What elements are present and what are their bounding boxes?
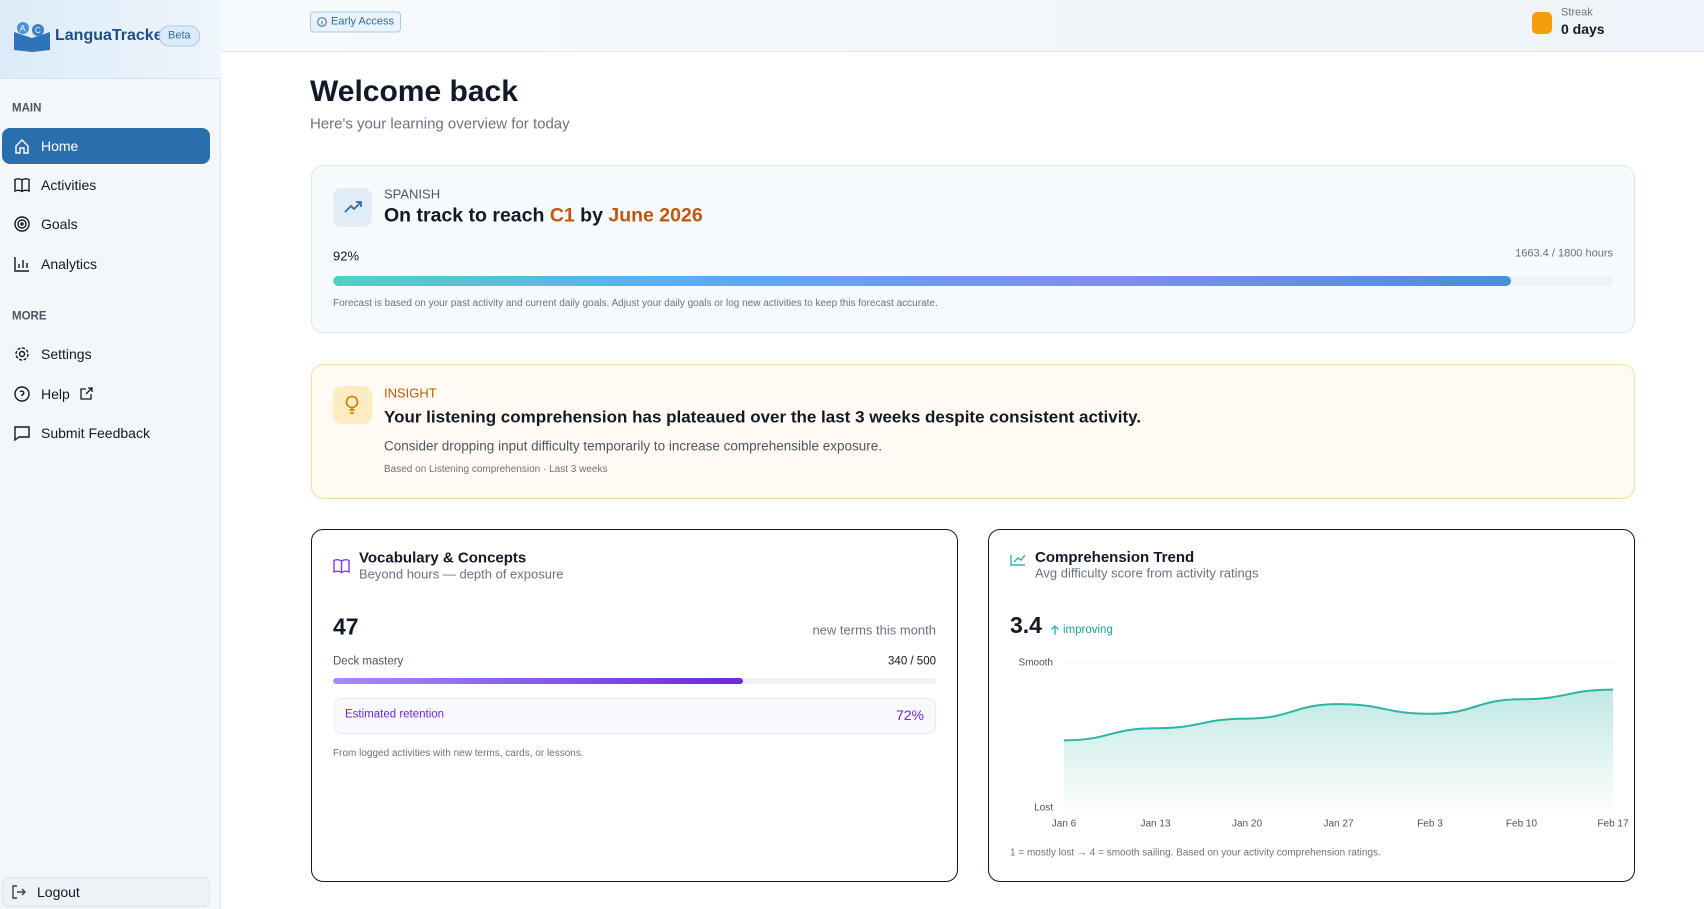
section-title: MAIN: [12, 102, 42, 115]
x-tick-label: Jan 20: [1232, 819, 1262, 830]
headline-text: by: [580, 204, 603, 227]
x-tick-label: Feb 3: [1417, 819, 1443, 830]
retention-box: [334, 698, 936, 734]
nav-item[interactable]: Home: [41, 138, 79, 154]
icon: [15, 347, 29, 361]
forecast-track: [333, 276, 1613, 286]
svg-text:A: A: [20, 24, 26, 33]
beta-badge: Beta: [159, 25, 200, 47]
headline-level: C1: [549, 204, 575, 227]
x-tick-label: Feb 17: [1597, 819, 1629, 830]
trend-arrow: [1051, 625, 1059, 635]
external-icon: [80, 387, 93, 400]
nav-icon: [14, 386, 30, 402]
x-tick-label: Jan 27: [1323, 819, 1353, 830]
nav-item[interactable]: Help: [41, 386, 70, 402]
icon: [14, 178, 30, 193]
chart-title: Comprehension Trend: [1035, 549, 1194, 566]
early-access-badge: Early Access: [310, 11, 401, 33]
icon: [14, 216, 30, 232]
retention-value: 72%: [895, 707, 924, 723]
logout-icon: [12, 885, 26, 899]
info-icon: [317, 17, 327, 27]
insight-label: INSIGHT: [384, 385, 437, 401]
chart-card: [988, 529, 1635, 882]
trend-label: improving: [1063, 624, 1113, 636]
x-tick-label: Jan 6: [1052, 819, 1077, 830]
nav-item[interactable]: Analytics: [41, 256, 98, 272]
brand-name: LanguaTracker: [55, 27, 169, 44]
forecast-percent: 92%: [333, 248, 360, 264]
icon: [15, 139, 29, 154]
streak-value: 0 days: [1561, 21, 1605, 37]
chart-icon: [1010, 554, 1026, 566]
vocab-note: From logged activities with new terms, c…: [333, 748, 584, 759]
new-terms-label: new terms this month: [812, 622, 936, 638]
vocab-title: Vocabulary & Concepts: [359, 549, 527, 567]
new-terms-count: 47: [333, 613, 359, 640]
y-tick-label: Lost: [1034, 803, 1053, 814]
forecast-hours: 1663.4 / 1800 hours: [1515, 247, 1613, 260]
chart-note: 1 = mostly lost → 4 = smooth sailing. Ba…: [1010, 848, 1381, 859]
mastery-bar: [333, 678, 744, 684]
nav-icon: [14, 425, 30, 442]
x-tick-label: Feb 10: [1506, 819, 1538, 830]
icon: [14, 386, 30, 402]
icon: [80, 387, 93, 400]
forecast-bar: [333, 276, 1511, 286]
insight-headline: Your listening comprehension has plateau…: [384, 407, 1142, 427]
x-tick-label: Jan 13: [1140, 819, 1170, 830]
page-title: Welcome back: [310, 75, 518, 108]
nav-active-bg[interactable]: [2, 128, 210, 164]
bulb-icon-box: [333, 386, 372, 424]
headline-date: June 2026: [608, 204, 703, 227]
insight-source: Based on Listening comprehension · Last …: [384, 464, 608, 475]
mastery-label: Deck mastery: [333, 655, 404, 668]
icon: [14, 257, 29, 272]
forecast-headline: On track to reach C1 by June 2026: [384, 206, 703, 226]
y-tick-label: Smooth: [1019, 658, 1053, 669]
chart: Comprehension Trend Avg difficulty score…: [1010, 549, 1629, 859]
nav-icon: [14, 216, 30, 232]
forecast-language: SPANISH: [384, 186, 441, 202]
page-subtitle: Here's your learning overview for today: [310, 115, 570, 133]
nav-icon: [14, 346, 30, 362]
nav-icon: [14, 177, 30, 193]
logout-button[interactable]: [2, 877, 210, 907]
vocab-subtitle: Beyond hours — depth of exposure: [359, 566, 564, 582]
svg-text:C: C: [35, 26, 41, 35]
current-score: 3.4: [1010, 612, 1042, 638]
nav-item[interactable]: Activities: [41, 177, 97, 193]
logout-label: Logout: [37, 884, 80, 900]
section-title: MORE: [12, 310, 47, 323]
nav-item[interactable]: Goals: [41, 216, 78, 232]
area: [1064, 689, 1613, 808]
insight-detail: Consider dropping input difficulty tempo…: [384, 438, 883, 454]
insight-card: [311, 364, 1635, 499]
nav-icon: [14, 138, 30, 154]
retention-label: Estimated retention: [345, 708, 445, 721]
streak-label: Streak: [1561, 6, 1593, 19]
icon: [14, 426, 30, 442]
vocab-card: [311, 529, 958, 882]
mastery-count: 340 / 500: [888, 655, 936, 668]
book-icon: [333, 559, 350, 574]
chart-subtitle: Avg difficulty score from activity ratin…: [1035, 565, 1259, 580]
headline-text: On track to reach: [384, 204, 545, 227]
mastery-track: [333, 678, 936, 684]
top-bar: [221, 0, 1704, 52]
trend-icon: [344, 201, 362, 213]
nav-icon: [14, 256, 30, 272]
nav-item[interactable]: Submit Feedback: [41, 425, 150, 441]
bulb-icon: [345, 395, 359, 414]
line: [1063, 688, 1614, 742]
forecast-note: Forecast is based on your past activity …: [333, 298, 938, 309]
forecast-card: [311, 165, 1635, 333]
nav-item[interactable]: Settings: [41, 346, 92, 362]
streak-icon: [1532, 12, 1552, 34]
